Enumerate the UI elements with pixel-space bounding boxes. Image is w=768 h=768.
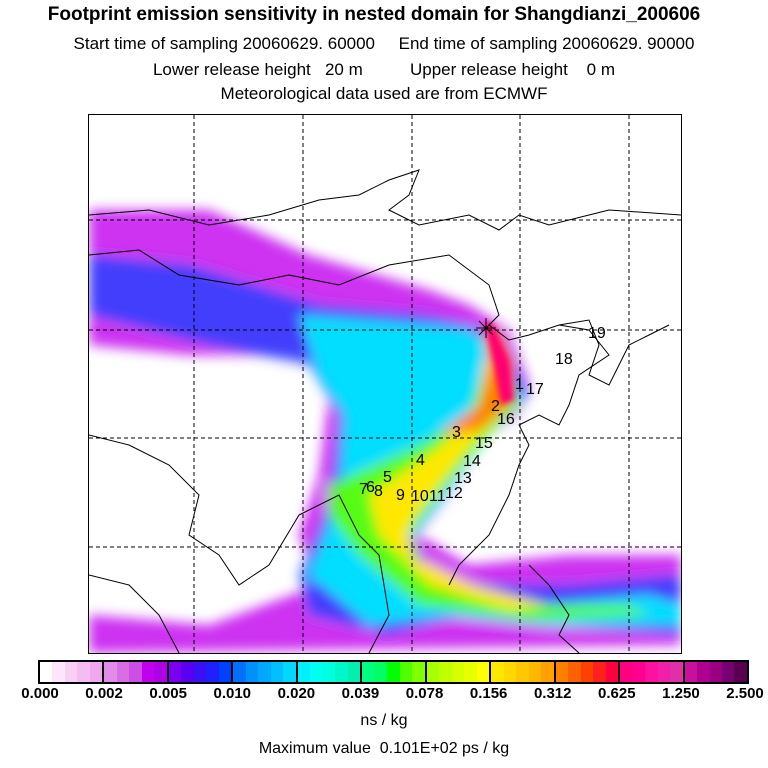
colorbar-segment [491,662,556,682]
colorbar-segment [40,662,105,682]
colorbar-segment [362,662,427,682]
footprint-map: 1 2 3 4 5 6 7 8 9 10 11 12 13 14 15 16 17 18 19 [88,114,682,654]
release-height: Lower release height 20 m Upper release … [152,60,616,79]
trajectory-marker: 19 [588,325,606,342]
colorbar-segment [426,662,492,682]
coastlines [89,169,681,653]
trajectory-marker: 6 [366,479,375,496]
colorbar-tick-label: 0.002 [85,685,123,702]
colorbar-tick-label: 0.020 [277,685,316,702]
trajectory-marker: 12 [445,485,463,502]
trajectory-marker: 14 [463,453,481,470]
trajectory-marker: 13 [454,470,472,487]
colorbar-tick-label: 0.078 [405,685,444,702]
colorbar-segment [620,662,685,682]
colorbar-tick-label: 1.250 [662,685,700,702]
colorbar-tick-label: 0.005 [149,685,187,702]
trajectory-marker: 1 [515,376,524,393]
colorbar-segment [684,662,747,682]
colorbar-tick-label: 0.312 [533,685,572,702]
grid-lines [89,115,681,653]
trajectory-marker: 2 [491,398,500,415]
colorbar-tick-label: 0.039 [341,685,380,702]
colorbar-unit: ns / kg [360,712,408,729]
colorbar-tick-label: 0.625 [598,685,636,702]
trajectory-marker: 11 [429,488,446,505]
colorbar-segment [233,662,298,682]
trajectory-marker: 17 [526,381,544,398]
colorbar-segment [297,662,363,682]
trajectory-marker: 10 [411,488,429,505]
trajectory-marker: 5 [383,469,392,486]
colorbar-tick-label: 2.500 [726,685,764,702]
colorbar [38,660,749,684]
trajectory-marker: 3 [452,424,461,441]
colorbar-tick-label: 0.000 [21,685,59,702]
colorbar-segment [555,662,621,682]
trajectory-marker: 8 [374,483,383,500]
trajectory-marker: 15 [475,435,493,452]
trajectory-marker: 7 [359,481,368,498]
trajectory-marker: 9 [396,487,405,504]
plot-title: Footprint emission sensitivity in nested… [47,4,701,25]
colorbar-segment [104,662,169,682]
trajectory-marker: 18 [555,351,573,368]
maximum-value: Maximum value 0.101E+02 ps / kg [258,740,510,757]
colorbar-tick-label: 0.156 [469,685,508,702]
sampling-time: Start time of sampling 20060629. 60000 E… [73,34,695,53]
trajectory-marker: 16 [497,411,515,428]
met-data-source: Meteorological data used are from ECMWF [220,84,548,103]
colorbar-segment [168,662,234,682]
plume-field [89,210,681,653]
trajectory-marker: 4 [416,452,425,469]
colorbar-tick-label: 0.010 [213,685,252,702]
station-marker [476,318,496,338]
